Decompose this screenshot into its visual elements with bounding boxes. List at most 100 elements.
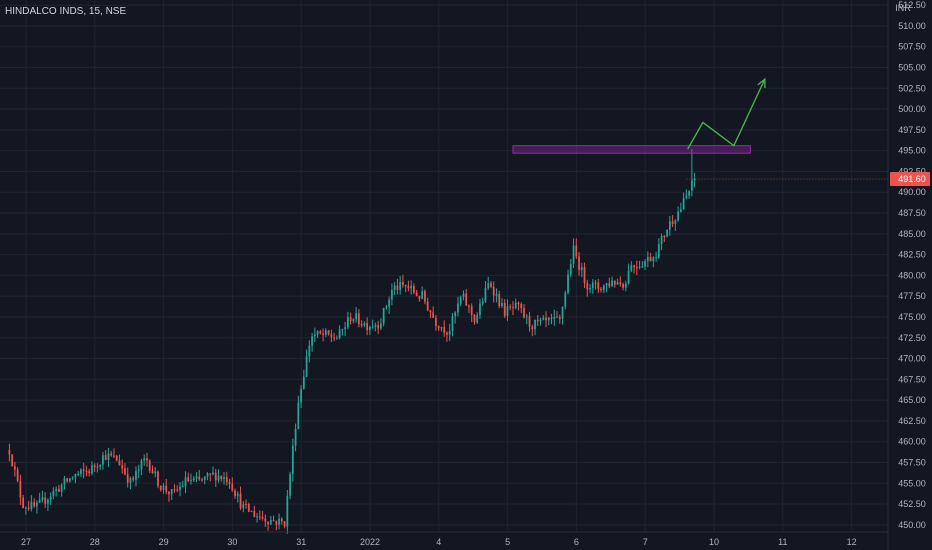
candle [30,495,33,512]
candle [627,263,630,285]
candle [575,238,578,260]
candle-body [520,303,523,309]
candle [113,448,115,459]
candle [443,320,446,337]
candle-body [154,471,157,474]
candle-body [374,325,377,327]
candle [38,492,41,504]
candle-body [236,493,239,497]
candle [261,510,264,521]
chart-title: HINDALCO INDS, 15, NSE [5,6,126,17]
time-tick-label: 12 [847,537,857,547]
candle-body [234,490,236,497]
current-price-badge [890,171,930,186]
candle [553,309,556,326]
candle [490,280,492,289]
candle-body [457,303,459,313]
candle-body [118,460,121,466]
candle-body [313,334,316,337]
candle [181,480,184,488]
time-tick-label: 5 [505,537,510,547]
candle-body [578,256,580,271]
candle [528,311,531,332]
candle [121,459,124,474]
candle-body [382,308,385,324]
candle [16,467,19,483]
candle [217,469,220,483]
candle [611,276,613,288]
price-tick-label: 505.00 [898,63,926,73]
candle [421,286,424,300]
candle [107,447,110,467]
time-axis[interactable]: 27 28 29 30 31 2022 4 5 6 7 10 11 12 [0,531,888,547]
candle-body [30,502,33,510]
zone-layer[interactable] [512,145,751,154]
candle-body [630,265,633,271]
projection-arrowhead[interactable] [757,77,766,89]
price-tick-label: 482.50 [898,250,926,260]
candle [209,473,212,482]
candle [220,475,223,482]
candle-body [294,428,297,446]
candle [415,290,418,297]
candle [151,465,154,474]
candle-body [410,286,413,289]
candle [60,483,63,497]
candle-body [148,460,151,471]
candle-body [341,329,344,331]
candle-body [418,295,421,299]
candle-body [360,324,363,326]
candle-body [176,489,179,491]
candle [311,332,313,352]
candle [231,477,234,492]
price-tick-label: 490.00 [898,187,926,197]
candle [355,306,358,323]
candle-body [454,312,457,317]
candle [129,476,132,490]
candle [294,423,297,452]
candle [470,303,473,323]
candle [305,349,308,378]
candle [649,252,652,262]
candle [154,466,157,478]
projection-layer[interactable] [687,77,766,150]
candle [198,469,201,481]
candle [253,505,256,518]
resistance-zone-rect[interactable] [512,145,751,154]
candle [578,251,580,276]
candle [245,499,247,509]
candle [278,513,280,530]
candle [91,461,93,476]
candle-body [363,323,366,326]
candle [269,516,272,525]
candle [47,498,49,512]
candle-body [261,517,264,519]
candle-body [71,477,74,479]
candle-body [327,330,330,335]
candle [429,309,432,319]
candle-body [523,308,525,318]
candle-body [402,282,404,286]
price-axis[interactable]: INR 450.00 452.50 455.00 457.50 460.00 462.50… [686,0,930,550]
projection-path[interactable] [687,78,766,150]
candle [440,326,443,332]
candle-body [99,464,102,467]
candle-body [668,221,671,230]
candle [286,489,289,534]
candle [446,331,448,342]
candle [19,474,22,505]
candle [223,472,225,485]
candle-body [217,475,220,481]
candle [115,454,118,462]
candle-body [536,319,539,322]
candle-body [269,520,272,525]
candle [619,276,622,287]
candle [410,280,413,295]
candle-body [146,458,148,461]
candle [564,290,567,310]
candle-body [377,325,380,329]
candle-body [159,485,162,490]
price-tick-label: 485.00 [898,229,926,239]
